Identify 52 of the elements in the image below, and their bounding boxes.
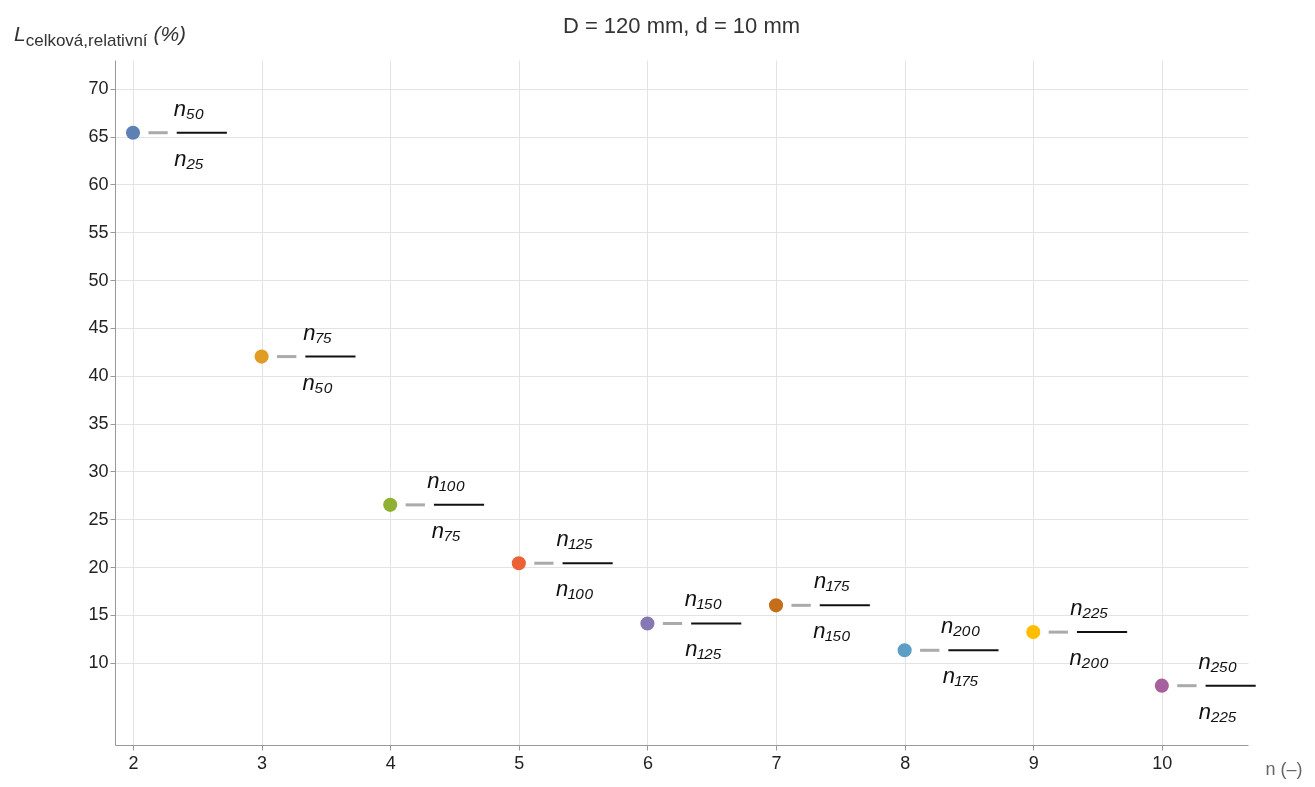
y-tick-label: 30: [88, 460, 109, 481]
annotation: n₁₀₀: [427, 467, 466, 493]
annotation: n₂₀₀: [940, 613, 981, 639]
y-tick-label: 20: [88, 556, 109, 577]
x-tick-label: 6: [642, 752, 653, 773]
y-tick-label: 35: [88, 413, 109, 434]
annotation: n₅₀: [173, 95, 205, 121]
annotation: n₇₅: [303, 319, 333, 345]
x-tick-label: 3: [257, 752, 268, 773]
y-tick-label: 55: [88, 221, 109, 242]
point: [1154, 678, 1169, 693]
annotation: n₅₀: [302, 369, 333, 395]
annotation: n₁₂₅: [556, 526, 594, 552]
annotation: n₁₇₅: [942, 663, 979, 689]
annotation: n₂₂₅: [1198, 698, 1237, 724]
point: [897, 643, 912, 658]
y-tick-label: 70: [88, 78, 109, 99]
annotation: n₁₂₅: [685, 636, 722, 662]
y-tick-label: 10: [88, 652, 109, 673]
y-tick-label: 40: [88, 365, 109, 386]
annotation: n₁₅₀: [813, 618, 851, 644]
annotation: n₂₀₀: [1069, 645, 1109, 671]
x-tick-label: 2: [128, 752, 139, 773]
chart-title: D = 120 mm, d = 10 mm: [562, 13, 801, 38]
y-tick-label: 50: [88, 269, 109, 290]
annotation: n₁₇₅: [814, 568, 850, 594]
annotation: n₂₅: [174, 145, 204, 171]
x-tick-label: 10: [1152, 752, 1173, 773]
point: [254, 349, 269, 364]
x-tick-label: 8: [900, 752, 911, 773]
y-tick-label: 15: [88, 604, 109, 625]
annotation: n₂₅₀: [1198, 648, 1238, 674]
annotation: n₁₀₀: [555, 576, 594, 602]
point: [125, 125, 141, 140]
annotation: n₇₅: [431, 517, 461, 543]
y-tick-label: 25: [88, 508, 109, 529]
annotation: n₁₅₀: [684, 586, 723, 612]
y-tick-label: 65: [88, 126, 109, 147]
x-tick-label: 4: [385, 752, 396, 773]
point: [511, 556, 526, 571]
x-tick-label: 9: [1028, 752, 1039, 773]
x-tick-label: 7: [771, 752, 782, 773]
point: [383, 497, 398, 512]
point: [1026, 625, 1041, 640]
x-axis-title: n (–): [1265, 758, 1303, 779]
annotation: n₂₂₅: [1070, 595, 1109, 621]
y-axis-title: L$_{celková,relativní}$ (%): [14, 22, 187, 52]
y-tick-label: 60: [88, 173, 109, 194]
point: [640, 616, 655, 631]
point: [768, 598, 784, 613]
y-tick-label: 45: [88, 317, 109, 338]
x-tick-label: 5: [514, 752, 525, 773]
